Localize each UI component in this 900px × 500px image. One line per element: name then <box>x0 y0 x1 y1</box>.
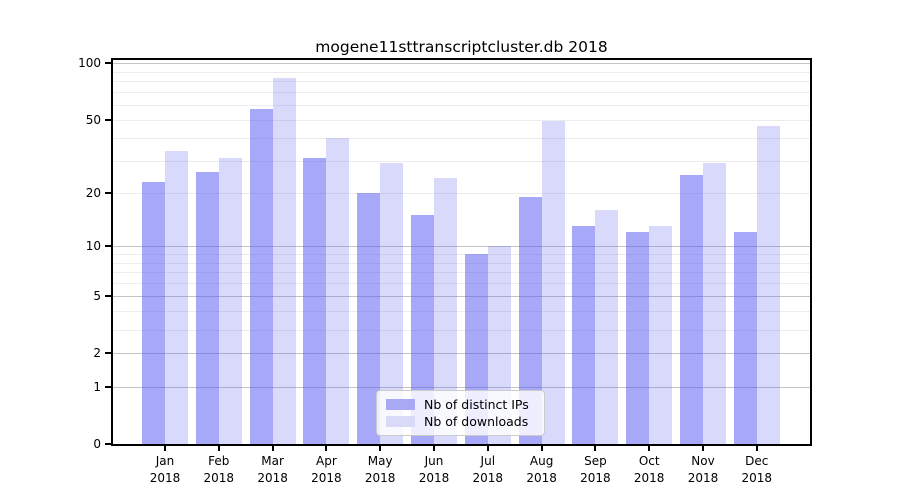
legend-label-downloads: Nb of downloads <box>424 414 529 429</box>
chart-title: mogene11sttranscriptcluster.db 2018 <box>315 38 608 56</box>
y-tick-0 <box>105 443 111 445</box>
legend-entry-downloads: Nb of downloads <box>386 413 535 430</box>
minor-gridline-30 <box>113 160 810 162</box>
major-gridline-100 <box>113 63 810 65</box>
legend-label-distinct-ips: Nb of distinct IPs <box>424 397 529 412</box>
bar-mar-ips <box>249 109 273 444</box>
x-tick-label-apr: Apr 2018 <box>311 454 342 485</box>
x-tick-oct <box>648 446 651 451</box>
minor-gridline-80 <box>113 81 810 83</box>
x-tick-jun <box>433 446 435 451</box>
x-tick-aug <box>540 446 543 451</box>
x-tick-dec <box>755 446 758 451</box>
legend: Nb of distinct IPs Nb of downloads <box>376 390 545 436</box>
x-tick-label-oct: Oct 2018 <box>633 454 665 485</box>
minor-gridline-4 <box>113 311 810 313</box>
legend-entry-distinct-ips: Nb of distinct IPs <box>386 396 535 413</box>
minor-gridline-6 <box>113 283 810 285</box>
x-tick-label-nov: Nov 2018 <box>687 454 719 485</box>
x-tick-sep <box>594 446 597 451</box>
bar-apr-ips <box>303 158 327 444</box>
bar-dec-downloads <box>756 126 780 444</box>
bar-oct-downloads <box>649 226 673 444</box>
major-gridline-10 <box>113 246 810 248</box>
y-tick-label-50: 50 <box>85 112 101 127</box>
x-tick-label-jun: Jun 2018 <box>418 454 450 485</box>
legend-swatch-downloads <box>386 416 415 427</box>
bar-nov-downloads <box>703 163 726 444</box>
y-tick-2 <box>105 352 111 355</box>
major-gridline-1 <box>113 386 810 388</box>
x-tick-label-jan: Jan 2018 <box>149 454 181 485</box>
x-tick-apr <box>325 446 328 451</box>
minor-gridline-8 <box>113 262 810 264</box>
minor-gridline-60 <box>113 104 810 106</box>
x-tick-label-jul: Jul 2018 <box>472 454 504 485</box>
x-tick-label-may: May 2018 <box>364 454 396 485</box>
x-tick-feb <box>217 446 220 451</box>
minor-gridline-3 <box>113 329 810 331</box>
y-tick-1 <box>105 385 111 388</box>
minor-gridline-40 <box>113 137 810 139</box>
bar-jan-ips <box>142 181 165 444</box>
x-tick-label-sep: Sep 2018 <box>580 454 611 485</box>
x-tick-label-dec: Dec 2018 <box>741 454 773 485</box>
legend-swatch-distinct-ips <box>386 399 415 410</box>
bar-oct-ips <box>626 232 650 444</box>
x-tick-nov <box>702 446 704 451</box>
major-gridline-2 <box>113 353 810 355</box>
x-tick-label-aug: Aug 2018 <box>526 454 557 485</box>
bar-apr-downloads <box>326 137 350 444</box>
y-tick-10 <box>105 245 111 248</box>
bar-aug-downloads <box>541 121 565 444</box>
y-tick-label-2: 2 <box>93 346 101 361</box>
bar-jan-downloads <box>165 150 188 444</box>
bar-sep-ips <box>572 226 596 444</box>
y-tick-20 <box>105 191 111 194</box>
bar-sep-downloads <box>595 210 619 444</box>
y-tick-label-5: 5 <box>93 289 101 304</box>
x-tick-may <box>379 446 382 451</box>
plot-area: Nb of distinct IPs Nb of downloads <box>111 58 812 446</box>
y-tick-label-1: 1 <box>93 379 101 394</box>
y-tick-label-20: 20 <box>85 185 101 200</box>
minor-gridline-7 <box>113 272 810 274</box>
x-tick-label-mar: Mar 2018 <box>257 454 288 485</box>
minor-gridline-20 <box>113 192 810 194</box>
x-tick-jan <box>164 446 166 451</box>
bar-jun-ips <box>411 215 434 444</box>
y-tick-label-0: 0 <box>93 437 101 451</box>
x-tick-jul <box>486 446 489 451</box>
bar-feb-downloads <box>218 158 242 444</box>
minor-gridline-50 <box>113 119 810 121</box>
y-tick-label-10: 10 <box>85 239 101 254</box>
bar-may-downloads <box>380 163 404 444</box>
minor-gridline-9 <box>113 254 810 255</box>
y-tick-100 <box>105 62 111 65</box>
minor-gridline-70 <box>113 92 810 94</box>
bar-nov-ips <box>680 175 703 444</box>
minor-gridline-90 <box>113 71 810 73</box>
bar-mar-downloads <box>272 78 296 444</box>
x-tick-label-feb: Feb 2018 <box>203 454 235 485</box>
bar-jun-downloads <box>434 178 457 444</box>
y-tick-5 <box>105 295 111 298</box>
major-gridline-5 <box>113 296 810 298</box>
y-tick-label-100: 100 <box>78 56 101 71</box>
bar-dec-ips <box>733 232 757 444</box>
bar-aug-ips <box>518 196 542 444</box>
bar-feb-ips <box>195 172 219 444</box>
y-tick-50 <box>105 118 111 121</box>
bar-may-ips <box>357 192 381 444</box>
x-tick-mar <box>271 446 274 451</box>
